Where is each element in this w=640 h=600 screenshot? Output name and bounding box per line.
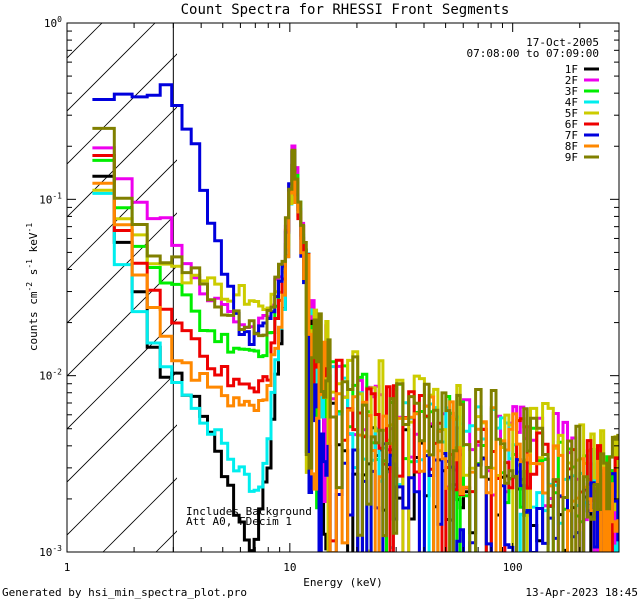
attenuator-hatch-region <box>0 0 177 552</box>
footer-timestamp: 13-Apr-2023 18:45 <box>525 586 638 599</box>
legend-label-4F: 4F <box>565 96 578 109</box>
y-tick-label: 100 <box>44 15 62 30</box>
series-9F <box>92 126 619 552</box>
x-tick-label: 100 <box>503 561 523 574</box>
y-tick-label: 10-1 <box>39 191 62 206</box>
legend-label-5F: 5F <box>565 107 578 120</box>
hatch-line <box>67 23 156 112</box>
hatch-line <box>67 424 177 536</box>
legend-label-6F: 6F <box>565 118 578 131</box>
footer-generated-by: Generated by hsi_min_spectra_plot.pro <box>2 586 247 599</box>
chart-title: Count Spectra for RHESSI Front Segments <box>181 2 510 18</box>
y-tick-label: 10-3 <box>39 544 62 559</box>
series-6F <box>92 154 619 552</box>
note-background: Includes Background <box>186 505 312 518</box>
hatch-line <box>0 0 80 552</box>
hatch-line <box>67 212 177 324</box>
legend-label-8F: 8F <box>565 140 578 153</box>
series-7F <box>92 83 619 552</box>
legend-label-7F: 7F <box>565 129 578 142</box>
x-tick-label: 10 <box>283 561 296 574</box>
y-tick-label: 10-2 <box>39 368 62 383</box>
hatch-line <box>67 159 177 271</box>
hatch-line <box>67 371 177 483</box>
plot-frame <box>66 22 620 553</box>
hatch-line <box>67 53 177 165</box>
axis-ticks <box>66 22 620 553</box>
axis-tick-labels: 1 10 100 100 10-1 10-2 10-3 <box>39 15 523 574</box>
legend-label-1F: 1F <box>565 63 578 76</box>
date-label: 17-Oct-2005 <box>526 36 599 49</box>
y-axis-label: counts cm-2 s-1 keV-1 <box>25 223 40 351</box>
x-axis-label: Energy (keV) <box>303 576 382 589</box>
x-tick-label: 1 <box>64 561 71 574</box>
legend-label-2F: 2F <box>565 74 578 87</box>
time-range-label: 07:08:00 to 07:09:00 <box>467 47 599 60</box>
legend-label-3F: 3F <box>565 85 578 98</box>
note-attenuator: Att A0, FDecim 1 <box>186 515 292 528</box>
hatch-line <box>67 265 177 377</box>
series-layer <box>92 83 619 552</box>
legend-label-9F: 9F <box>565 151 578 164</box>
hatch-line <box>0 0 27 552</box>
